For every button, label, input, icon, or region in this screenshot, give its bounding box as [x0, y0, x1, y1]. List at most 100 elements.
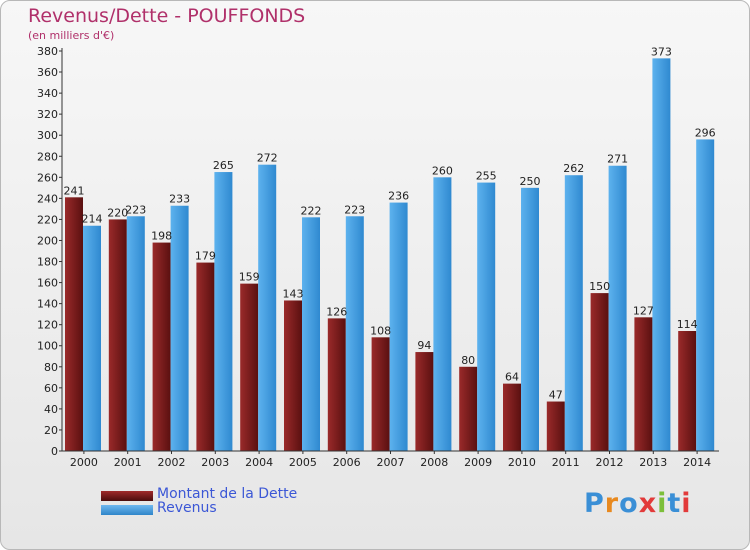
y-tick-label: 220	[37, 213, 58, 226]
value-label-revenue: 255	[476, 170, 497, 183]
value-label-revenue: 373	[651, 45, 672, 58]
value-label-revenue: 272	[257, 152, 278, 165]
bar-revenue	[564, 175, 583, 452]
y-tick-label: 180	[37, 256, 58, 269]
value-label-revenue: 250	[520, 175, 541, 188]
value-label-debt: 114	[677, 318, 698, 331]
legend-label-revenue: Revenus	[157, 500, 217, 516]
value-label-revenue: 233	[169, 193, 190, 206]
x-tick-label: 2012	[596, 456, 624, 469]
x-tick-label: 2000	[70, 456, 98, 469]
y-tick-label: 280	[37, 150, 58, 163]
value-label-revenue: 271	[607, 153, 628, 166]
bar-debt	[415, 352, 434, 451]
value-label-revenue: 222	[301, 204, 322, 217]
y-tick-label: 160	[37, 277, 58, 290]
x-tick-label: 2007	[377, 456, 405, 469]
bar-debt	[590, 293, 609, 451]
legend-label-debt: Montant de la Dette	[157, 486, 298, 502]
y-tick-label: 140	[37, 298, 58, 311]
value-label-debt: 108	[370, 324, 391, 337]
logo-letter: x	[638, 488, 658, 519]
bar-revenue	[170, 205, 189, 451]
value-label-debt: 159	[239, 271, 260, 284]
x-tick-label: 2010	[508, 456, 536, 469]
y-tick-label: 40	[44, 403, 58, 416]
value-label-revenue: 214	[82, 213, 103, 226]
bar-revenue	[696, 139, 715, 451]
bar-revenue	[302, 217, 320, 451]
bar-revenue	[477, 182, 496, 451]
y-tick-label: 340	[37, 87, 58, 100]
bar-revenue	[258, 164, 277, 451]
y-tick-label: 360	[37, 66, 58, 79]
value-label-debt: 64	[505, 371, 519, 384]
x-tick-label: 2001	[114, 456, 142, 469]
y-tick-label: 60	[44, 382, 58, 395]
proxiti-logo: Proxiti	[584, 488, 692, 519]
x-tick-label: 2006	[333, 456, 361, 469]
bar-debt	[284, 300, 302, 451]
logo-letter: o	[619, 488, 639, 519]
y-tick-label: 300	[37, 129, 58, 142]
value-label-debt: 143	[283, 287, 304, 300]
chart-title: Revenus/Dette - POUFFONDS	[28, 5, 306, 27]
bar-debt	[678, 331, 697, 451]
bar-debt	[196, 262, 215, 451]
value-label-revenue: 236	[388, 190, 409, 203]
bar-debt	[108, 219, 127, 451]
y-tick-label: 200	[37, 234, 58, 247]
x-tick-label: 2008	[420, 456, 448, 469]
bar-debt	[152, 242, 171, 451]
y-tick-label: 120	[37, 319, 58, 332]
bar-revenue	[126, 216, 145, 451]
legend-swatch-revenue	[101, 505, 153, 515]
bar-revenue	[521, 187, 539, 451]
y-tick-label: 20	[44, 424, 58, 437]
bar-revenue	[345, 216, 364, 451]
value-label-revenue: 262	[563, 162, 584, 175]
bar-revenue	[389, 202, 408, 451]
x-tick-label: 2004	[245, 456, 273, 469]
value-label-debt: 94	[417, 339, 431, 352]
bar-debt	[65, 197, 83, 451]
x-tick-label: 2013	[639, 456, 667, 469]
x-tick-label: 2014	[683, 456, 711, 469]
value-label-debt: 127	[633, 304, 654, 317]
value-label-debt: 179	[195, 250, 216, 263]
value-label-debt: 241	[64, 184, 85, 197]
y-tick-label: 240	[37, 192, 58, 205]
value-label-debt: 150	[589, 280, 610, 293]
logo-letter: P	[584, 488, 605, 519]
value-label-debt: 126	[326, 305, 347, 318]
bar-debt	[371, 337, 390, 451]
bar-debt	[240, 283, 259, 451]
bar-debt	[634, 317, 653, 451]
bar-revenue	[608, 165, 627, 451]
bar-debt	[546, 401, 565, 451]
value-label-debt: 47	[549, 389, 563, 402]
bar-debt	[503, 383, 521, 451]
bar-revenue	[214, 172, 233, 452]
y-tick-label: 260	[37, 171, 58, 184]
y-tick-label: 100	[37, 340, 58, 353]
value-label-debt: 220	[107, 206, 128, 219]
y-tick-label: 380	[37, 45, 58, 58]
bar-revenue	[652, 58, 671, 452]
bar-revenue	[83, 225, 101, 451]
x-tick-label: 2002	[158, 456, 186, 469]
bar-debt	[459, 366, 478, 451]
value-label-revenue: 223	[344, 203, 365, 216]
logo-letter: t	[667, 488, 682, 519]
x-tick-label: 2003	[201, 456, 229, 469]
legend-swatch-debt	[101, 491, 153, 501]
value-label-revenue: 265	[213, 159, 234, 172]
bar-revenue	[433, 177, 452, 451]
logo-letter: r	[604, 488, 620, 519]
value-label-debt: 198	[151, 230, 172, 243]
value-label-revenue: 296	[695, 126, 716, 139]
x-tick-label: 2009	[464, 456, 492, 469]
chart-subtitle: (en milliers d'€)	[28, 29, 115, 42]
y-tick-label: 80	[44, 361, 58, 374]
